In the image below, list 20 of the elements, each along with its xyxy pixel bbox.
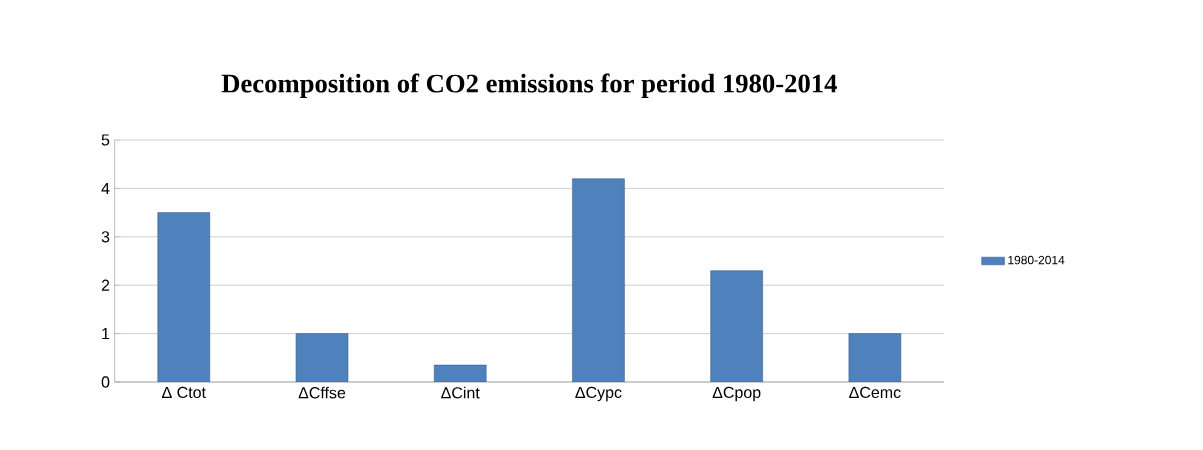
x-tick-label: ΔCemc	[849, 386, 901, 399]
x-tick-label: ΔCint	[441, 386, 480, 399]
bar	[157, 212, 211, 382]
x-tick-label: ΔCffse	[298, 386, 346, 399]
bar	[433, 364, 487, 382]
chart-title: Decomposition of CO2 emissions for period 1980-2014	[221, 73, 837, 98]
y-tick-label: 2	[101, 279, 110, 291]
bar	[572, 178, 625, 382]
x-tick-label: ΔCypc	[575, 386, 622, 402]
bar	[710, 270, 763, 382]
legend-label: 1980-2014	[1008, 255, 1065, 265]
bar	[848, 333, 902, 382]
y-tick-label: 1	[102, 328, 110, 340]
x-tick-label: ΔCpop	[712, 386, 761, 402]
y-tick-label: 0	[101, 376, 110, 388]
x-tick-label: Δ Ctot	[162, 386, 206, 399]
y-tick-label: 5	[101, 134, 110, 146]
bar	[295, 333, 349, 382]
y-tick-label: 3	[101, 231, 110, 243]
y-tick-label: 4	[101, 182, 110, 194]
